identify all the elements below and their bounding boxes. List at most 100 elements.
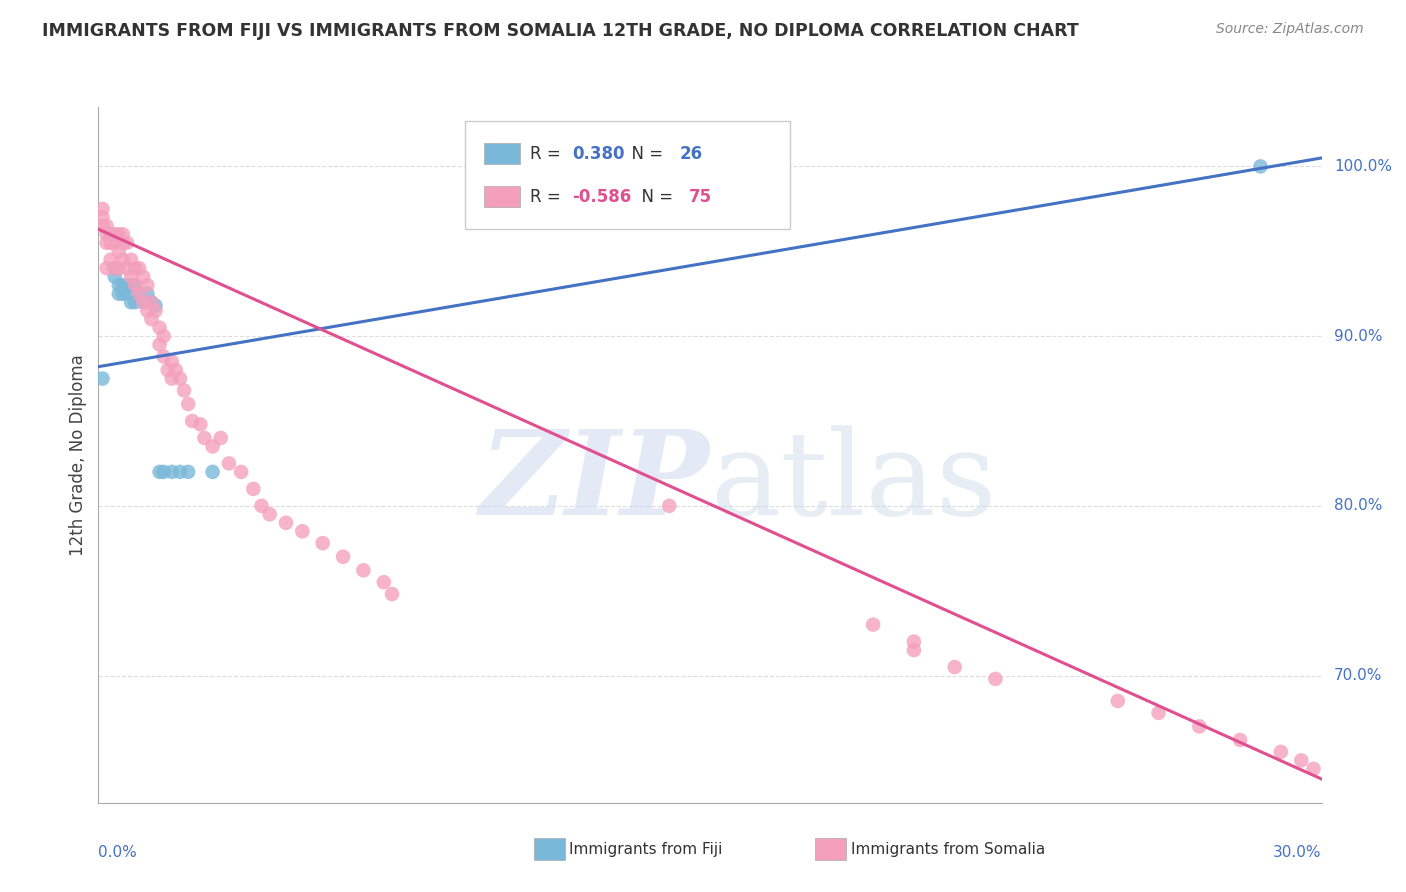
Point [96, 235, 118, 250]
Point [100, 227, 122, 242]
Point [96, 227, 118, 242]
Point [128, 286, 150, 301]
Point [128, 261, 150, 276]
Text: 90.0%: 90.0% [1334, 328, 1382, 343]
Point [209, 431, 232, 445]
Point [352, 563, 374, 577]
Point [903, 643, 925, 657]
Point [141, 295, 163, 310]
Point [149, 320, 172, 334]
Point [169, 465, 191, 479]
Point [100, 252, 122, 267]
Point [242, 482, 264, 496]
Text: N =: N = [630, 187, 678, 206]
Point [943, 660, 966, 674]
Point [149, 337, 172, 351]
Point [132, 295, 155, 310]
Point [111, 252, 134, 267]
Point [291, 524, 314, 539]
Point [373, 575, 395, 590]
Point [124, 278, 146, 293]
Point [1188, 719, 1211, 733]
Point [100, 227, 122, 242]
Point [100, 235, 122, 250]
Point [108, 227, 131, 242]
Point [91, 371, 114, 385]
Point [156, 363, 179, 377]
Point [120, 278, 142, 293]
Point [177, 397, 200, 411]
Point [136, 286, 159, 301]
Point [108, 244, 131, 259]
Text: Immigrants from Somalia: Immigrants from Somalia [851, 842, 1045, 856]
Text: Source: ZipAtlas.com: Source: ZipAtlas.com [1216, 22, 1364, 37]
Point [96, 261, 118, 276]
Point [1291, 753, 1313, 767]
Point [169, 371, 191, 385]
Text: 0.380: 0.380 [572, 145, 624, 162]
Point [91, 211, 114, 225]
Text: 70.0%: 70.0% [1334, 668, 1382, 683]
Point [165, 363, 187, 377]
Point [104, 269, 127, 284]
Point [173, 384, 195, 398]
Point [141, 312, 163, 326]
Point [141, 295, 163, 310]
Point [115, 235, 138, 250]
Text: R =: R = [530, 187, 567, 206]
Point [124, 261, 146, 276]
Point [104, 235, 127, 250]
Point [1147, 706, 1170, 720]
Point [120, 269, 142, 284]
Point [903, 634, 925, 648]
Point [111, 227, 134, 242]
Point [91, 219, 114, 233]
Point [658, 499, 681, 513]
Point [111, 278, 134, 293]
FancyBboxPatch shape [484, 186, 520, 207]
Point [274, 516, 297, 530]
Point [193, 431, 215, 445]
Point [104, 227, 127, 242]
FancyBboxPatch shape [465, 121, 790, 229]
Point [132, 295, 155, 310]
FancyBboxPatch shape [484, 143, 520, 164]
Point [115, 261, 138, 276]
Point [1249, 160, 1271, 174]
Point [104, 261, 127, 276]
Point [149, 465, 172, 479]
Point [862, 617, 884, 632]
Text: 100.0%: 100.0% [1334, 159, 1392, 174]
Point [152, 350, 174, 364]
Text: 26: 26 [679, 145, 703, 162]
Text: IMMIGRANTS FROM FIJI VS IMMIGRANTS FROM SOMALIA 12TH GRADE, NO DIPLOMA CORRELATI: IMMIGRANTS FROM FIJI VS IMMIGRANTS FROM … [42, 22, 1078, 40]
Y-axis label: 12th Grade, No Diploma: 12th Grade, No Diploma [69, 354, 87, 556]
Point [259, 508, 281, 522]
Text: 30.0%: 30.0% [1274, 845, 1322, 860]
Point [132, 269, 155, 284]
Point [218, 457, 240, 471]
Text: Immigrants from Fiji: Immigrants from Fiji [569, 842, 723, 856]
Point [111, 286, 134, 301]
Point [984, 672, 1007, 686]
Point [160, 371, 183, 385]
Point [108, 278, 131, 293]
Point [332, 549, 354, 564]
Point [201, 465, 224, 479]
Text: N =: N = [620, 145, 668, 162]
Point [188, 417, 212, 432]
Point [1229, 733, 1251, 747]
Text: -0.586: -0.586 [572, 187, 631, 206]
Point [152, 465, 174, 479]
Point [177, 465, 200, 479]
Point [108, 261, 131, 276]
Text: atlas: atlas [710, 425, 997, 541]
Text: 75: 75 [689, 187, 713, 206]
Point [136, 303, 159, 318]
Point [160, 465, 183, 479]
Point [124, 278, 146, 293]
Text: 0.0%: 0.0% [98, 845, 138, 860]
Point [145, 303, 167, 318]
Point [181, 414, 204, 428]
Point [250, 499, 273, 513]
